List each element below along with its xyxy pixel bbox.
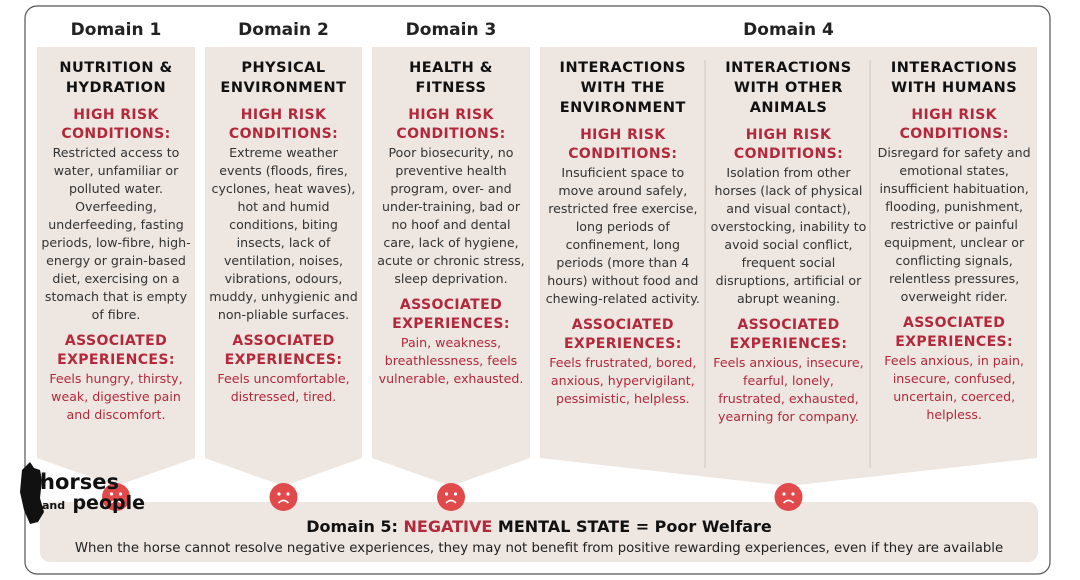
column: PHYSICAL ENVIRONMENT HIGH RISK CONDITIONS…	[209, 58, 358, 406]
experience-heading: ASSOCIATED EXPERIENCES:	[57, 333, 175, 368]
domain5-box	[40, 502, 1038, 562]
experience-heading: ASSOCIATED EXPERIENCES:	[563, 317, 682, 352]
face	[437, 483, 465, 511]
risk-heading: HIGH RISK CONDITIONS:	[899, 107, 1009, 142]
domain-label: Domain 2	[238, 20, 329, 40]
experience-text: Pain, weakness, breathlessness, feels vu…	[378, 335, 524, 386]
experience-text: Feels uncomfortable, distressed, tired.	[217, 371, 350, 404]
logo: horses and people	[40, 470, 145, 514]
risk-text: Insuficient space to move around safely,…	[545, 165, 700, 306]
experience-heading: ASSOCIATED EXPERIENCES:	[224, 333, 343, 368]
risk-text: Isolation from other horses (lack of phy…	[710, 165, 867, 306]
column-title: NUTRITION & HYDRATION	[59, 60, 173, 96]
risk-text: Disregard for safety and emotional state…	[877, 145, 1031, 304]
column: HEALTH & FITNESS HIGH RISK CONDITIONS: Poo…	[376, 58, 526, 388]
risk-heading: HIGH RISK CONDITIONS:	[733, 127, 844, 162]
experience-text: Feels anxious, insecure, fearful, lonely…	[713, 355, 864, 424]
domain-label: Domain 4	[743, 20, 834, 40]
eye	[453, 492, 458, 496]
mouth	[445, 499, 457, 504]
sad-face	[437, 483, 465, 511]
eye	[118, 492, 123, 496]
eye	[286, 492, 290, 496]
experience-heading: ASSOCIATED EXPERIENCES:	[729, 317, 848, 352]
eye	[277, 492, 281, 496]
mouth	[782, 499, 795, 504]
experience-text: Feels anxious, in pain, insecure, confus…	[884, 353, 1024, 422]
risk-text: Poor biosecurity, no preventive health p…	[377, 145, 525, 286]
logo-text: horses	[40, 470, 119, 494]
eye	[109, 492, 114, 496]
panel	[372, 47, 530, 486]
column-title: PHYSICAL ENVIRONMENT	[220, 60, 347, 96]
domain5-title: Domain 5: NEGATIVE MENTAL STATE = Poor W…	[40, 517, 1038, 536]
mouth	[110, 499, 122, 504]
logo-text: people	[72, 492, 145, 514]
eye	[782, 492, 786, 496]
column-title: INTERACTIONS WITH HUMANS	[890, 60, 1018, 96]
logo-horse	[20, 462, 44, 524]
domain5-highlight: NEGATIVE	[403, 517, 493, 536]
face	[774, 483, 803, 511]
risk-heading: HIGH RISK CONDITIONS:	[568, 127, 678, 162]
column: NUTRITION & HYDRATION HIGH RISK CONDITION…	[41, 58, 191, 424]
frame	[24, 5, 1051, 575]
column: INTERACTIONS WITH OTHER ANIMALS HIGH RISK…	[710, 58, 868, 426]
column-title: HEALTH & FITNESS	[409, 60, 493, 96]
experience-heading: ASSOCIATED EXPERIENCES:	[392, 297, 510, 332]
experience-text: Feels frustrated, bored, anxious, hyperv…	[549, 355, 697, 406]
face	[102, 483, 130, 511]
domain5-suffix: MENTAL STATE = Poor Welfare	[497, 517, 772, 536]
panel	[540, 47, 1037, 486]
column: INTERACTIONS WITH HUMANS HIGH RISK CONDIT…	[875, 58, 1033, 424]
sad-face	[269, 483, 298, 511]
column-title: INTERACTIONS WITH OTHER ANIMALS	[725, 60, 852, 116]
eye	[444, 492, 449, 496]
logo-text: and	[42, 499, 66, 512]
domain-label: Domain 1	[70, 20, 162, 40]
sad-face	[774, 483, 803, 511]
panel	[205, 47, 362, 486]
risk-text: Extreme weather events (floods, fires, c…	[209, 145, 358, 322]
risk-heading: HIGH RISK CONDITIONS:	[396, 107, 506, 142]
experience-text: Feels hungry, thirsty, weak, digestive p…	[49, 371, 183, 422]
panel	[37, 47, 195, 486]
column: INTERACTIONS WITH THE ENVIRONMENT HIGH RI…	[544, 58, 702, 408]
domain5-prefix: Domain 5:	[306, 517, 398, 536]
face	[269, 483, 298, 511]
experience-heading: ASSOCIATED EXPERIENCES:	[895, 315, 1014, 350]
column-title: INTERACTIONS WITH THE ENVIRONMENT	[559, 60, 687, 116]
risk-text: Restricted access to water, unfamiliar o…	[41, 145, 191, 322]
domain5-text: When the horse cannot resolve negative e…	[74, 541, 1004, 556]
eye	[791, 492, 795, 496]
sad-face	[102, 483, 130, 511]
domain-label: Domain 3	[405, 20, 497, 40]
risk-heading: HIGH RISK CONDITIONS:	[228, 107, 339, 142]
risk-heading: HIGH RISK CONDITIONS:	[61, 107, 171, 142]
mouth	[277, 499, 290, 504]
